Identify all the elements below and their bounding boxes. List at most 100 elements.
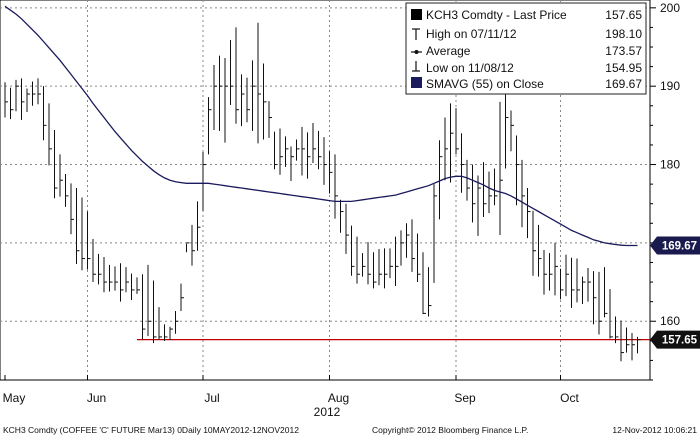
price-bar <box>444 117 448 181</box>
price-bar <box>593 271 597 325</box>
price-bar <box>87 211 91 270</box>
price-bar <box>59 154 63 197</box>
price-bar <box>527 188 531 239</box>
price-bar <box>367 242 371 285</box>
footer-left-text: KCH3 Comdty (COFFEE 'C' FUTURE Mar13) 0D… <box>3 425 299 435</box>
price-bar <box>521 159 525 228</box>
legend-label-high: High on 07/11/12 <box>426 27 517 41</box>
price-bar <box>532 210 536 276</box>
y-tick-label: 180 <box>660 158 680 172</box>
price-bar <box>538 224 542 277</box>
price-bar <box>125 267 129 293</box>
price-bar <box>510 110 514 152</box>
price-bar <box>76 188 80 265</box>
price-bar <box>455 108 459 155</box>
price-bar <box>406 223 410 258</box>
price-bar <box>609 289 613 339</box>
price-bar <box>191 224 195 266</box>
x-tick-label: Sep <box>454 391 476 405</box>
legend-label-average: Average <box>426 44 471 58</box>
price-bar <box>98 253 102 285</box>
price-bar <box>488 171 492 214</box>
price-bar <box>103 256 107 293</box>
price-bars <box>4 22 641 362</box>
price-bar <box>631 332 635 361</box>
average-marker-icon <box>411 50 422 54</box>
value-tag-shape <box>650 236 700 255</box>
x-tick-label: May <box>3 391 26 405</box>
price-bar <box>268 101 272 138</box>
price-bar <box>351 225 355 276</box>
price-bar <box>472 164 476 223</box>
price-bar <box>620 320 624 362</box>
x-tick-label: Jun <box>87 391 106 405</box>
price-bar <box>494 168 498 206</box>
price-bar <box>461 133 465 193</box>
price-bar <box>235 27 239 124</box>
legend-value-low: 154.95 <box>605 61 642 75</box>
price-bar <box>466 159 470 201</box>
price-bar <box>477 175 481 236</box>
year-label: 2012 <box>314 405 341 419</box>
legend-value-high: 198.10 <box>605 27 642 41</box>
price-bar <box>362 253 366 277</box>
price-bar <box>329 151 333 194</box>
price-bar <box>279 128 283 175</box>
price-bar <box>598 271 602 335</box>
price-bar <box>219 55 223 131</box>
price-bar <box>224 57 228 143</box>
price-bar <box>301 126 305 176</box>
legend-box <box>405 2 647 95</box>
price-bar <box>554 242 558 296</box>
price-bar <box>37 78 41 105</box>
price-bar <box>576 258 580 303</box>
price-bar <box>274 131 278 170</box>
price-bar <box>230 39 234 105</box>
sma-line-group <box>4 5 638 247</box>
price-bar <box>312 123 316 163</box>
price-bar <box>32 81 36 106</box>
price-bar <box>81 197 85 271</box>
price-bar <box>136 277 140 294</box>
price-bar <box>48 103 52 166</box>
price-bar <box>411 219 415 272</box>
price-bar <box>604 267 608 318</box>
price-bar <box>417 233 421 283</box>
price-bar <box>213 65 217 131</box>
value-tag-label: 157.65 <box>662 335 698 347</box>
navy-square-icon <box>411 77 422 88</box>
price-bar <box>334 154 338 219</box>
price-bar <box>428 267 432 317</box>
price-bar <box>389 248 393 279</box>
price-bar <box>54 130 58 199</box>
legend-label-last-price: KCH3 Comdty - Last Price <box>426 8 567 22</box>
price-bar <box>296 139 300 161</box>
value-tag: 169.67 <box>650 236 700 255</box>
price-bar <box>516 135 520 206</box>
legend-value-average: 173.57 <box>605 44 642 58</box>
black-square-icon <box>411 9 422 20</box>
value-tag-shape <box>650 330 700 349</box>
price-bar <box>15 79 19 112</box>
price-bar <box>582 276 586 304</box>
price-bar <box>373 252 377 289</box>
price-bar <box>70 183 74 235</box>
price-bar <box>246 77 250 123</box>
price-bar <box>241 74 245 127</box>
price-bar <box>356 236 360 284</box>
price-bar <box>26 88 30 113</box>
legend: KCH3 Comdty - Last Price 157.65 High on … <box>405 2 647 95</box>
price-bar <box>142 274 146 340</box>
price-bar <box>252 60 256 131</box>
y-tick-label: 160 <box>660 314 680 328</box>
price-bar <box>109 264 113 292</box>
legend-value-sma: 169.67 <box>605 77 642 91</box>
y-tick-label: 190 <box>660 79 680 93</box>
legend-label-sma: SMAVG (55) on Close <box>426 77 544 91</box>
price-bar <box>395 236 399 286</box>
price-bar <box>21 78 25 120</box>
price-bar <box>318 130 322 170</box>
price-bar <box>323 137 327 185</box>
price-bar <box>263 63 267 140</box>
price-bar <box>433 184 437 283</box>
